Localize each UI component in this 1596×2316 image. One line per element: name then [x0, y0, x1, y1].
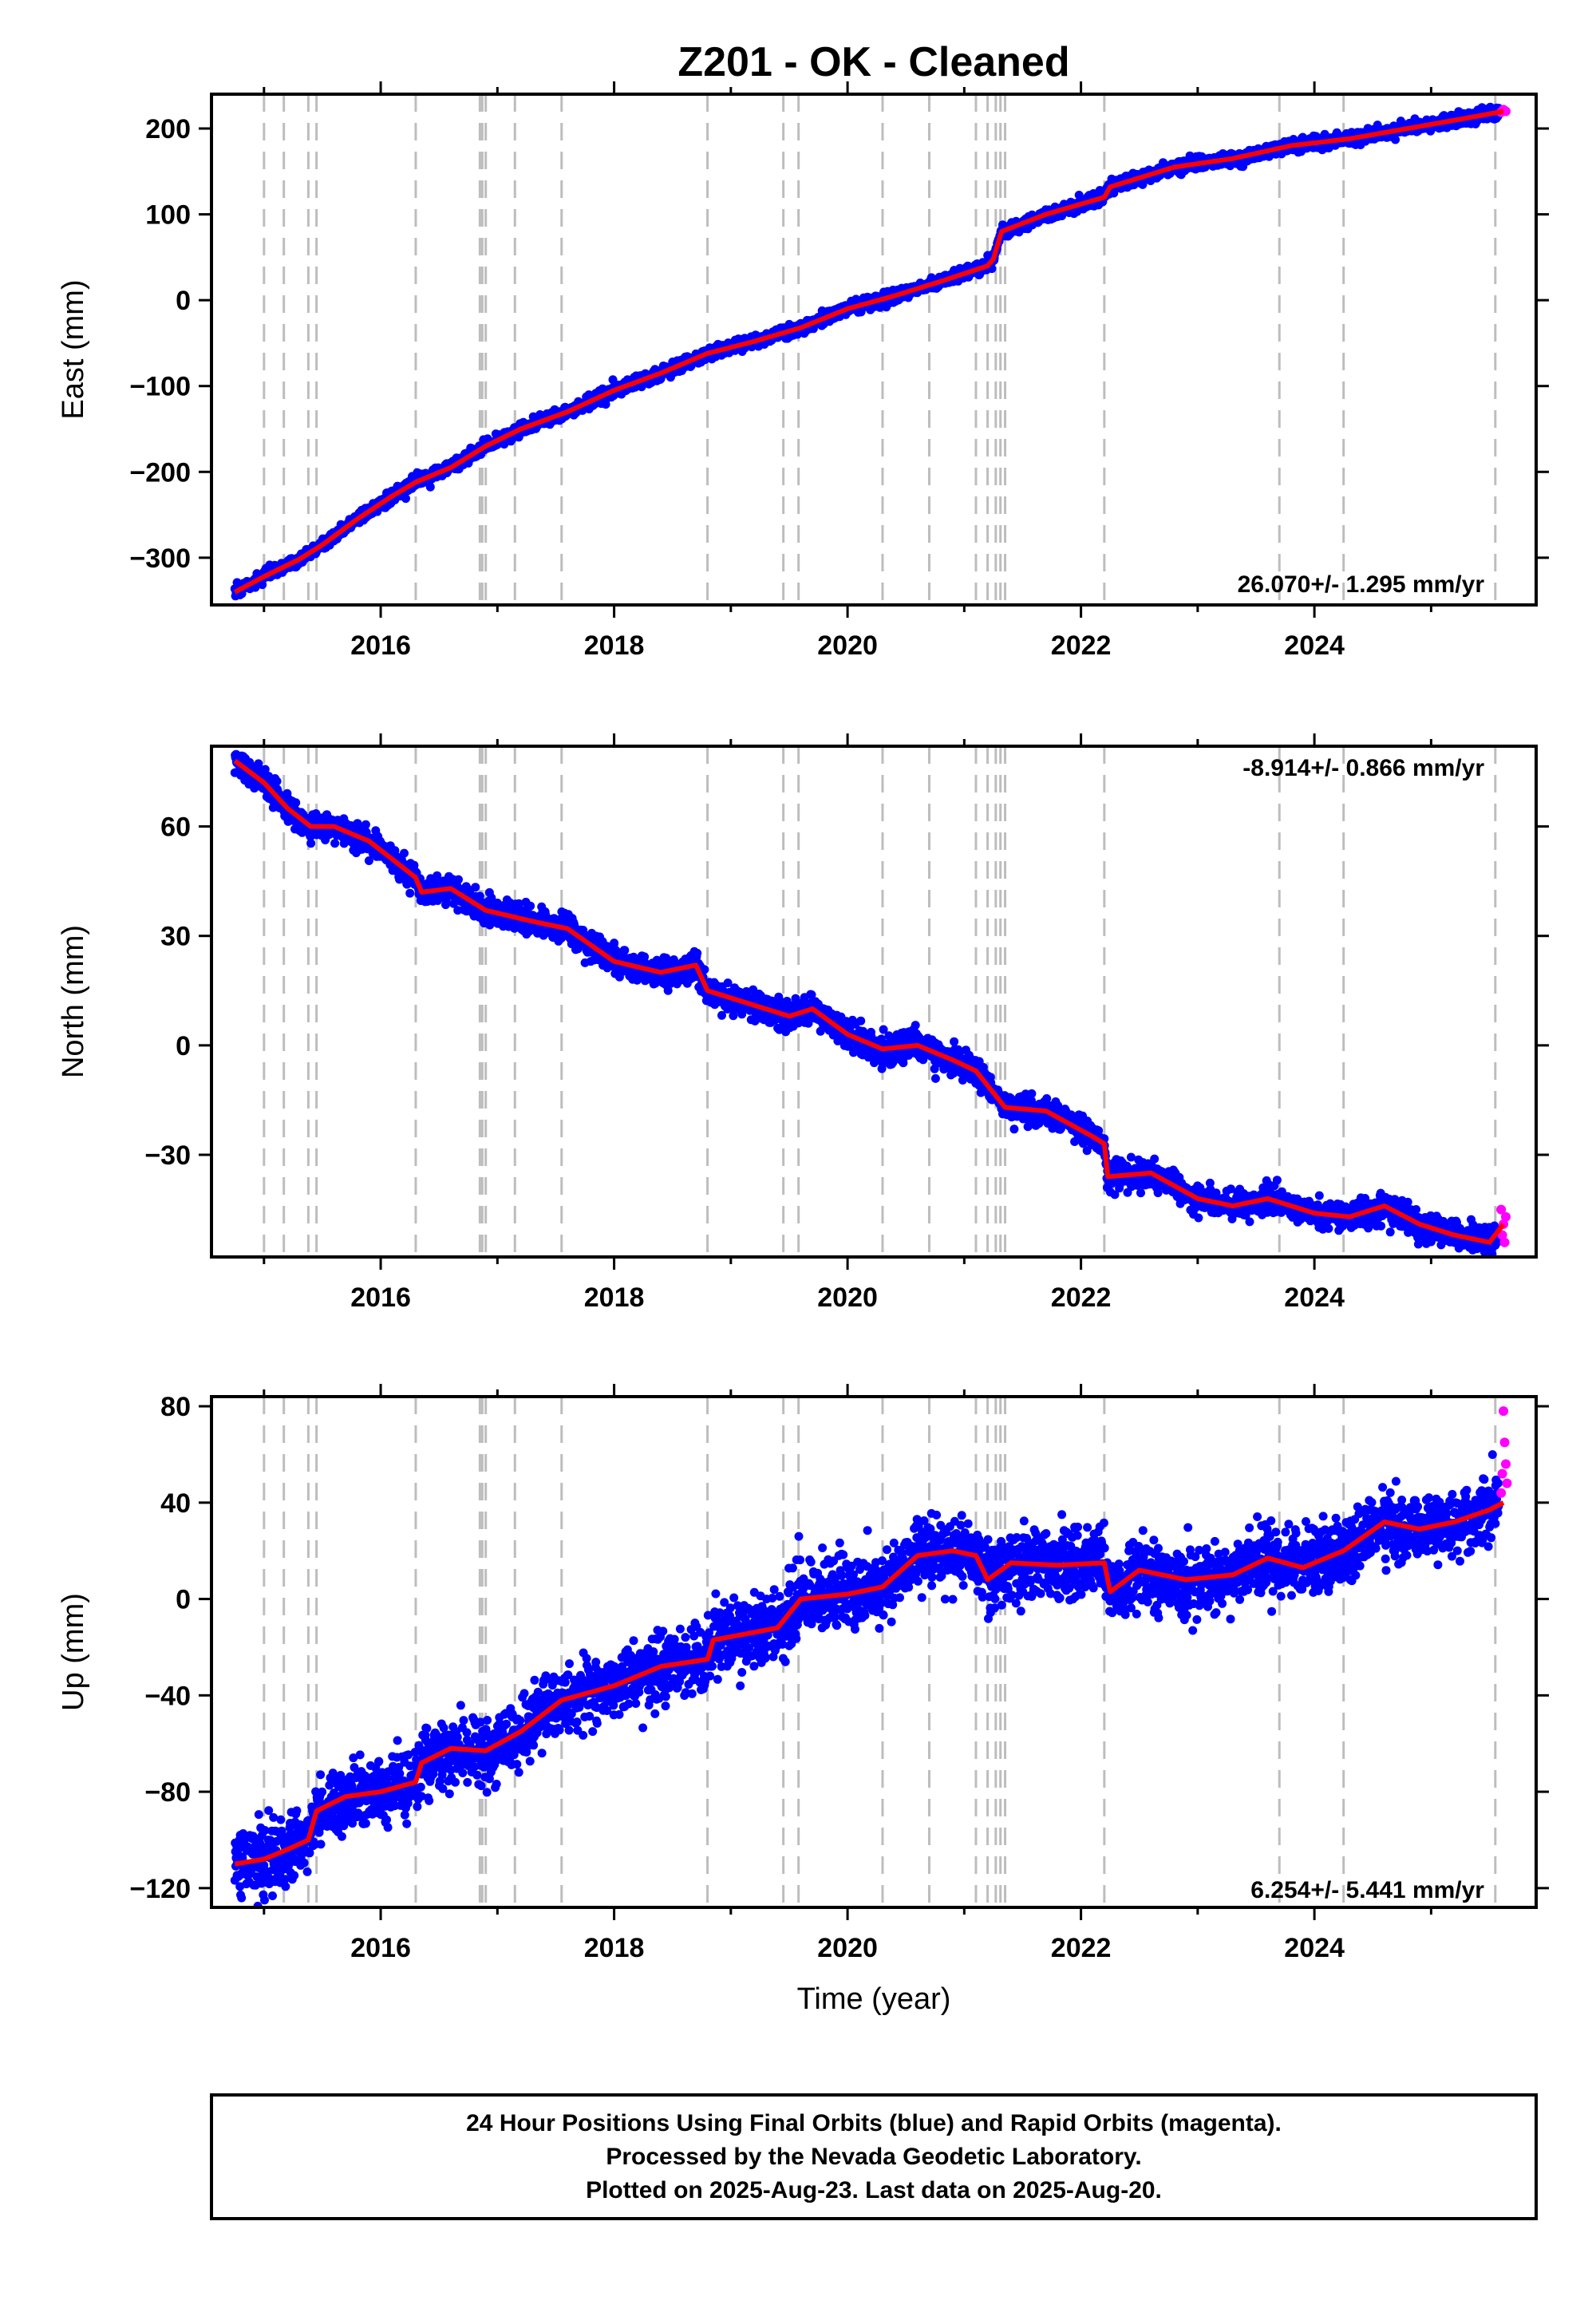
data-point: [471, 883, 480, 892]
y-tick-label: 200: [145, 114, 191, 144]
data-point: [453, 906, 463, 915]
rate-label: 26.070+/- 1.295 mm/yr: [1238, 571, 1485, 598]
y-tick-label: 100: [145, 200, 191, 231]
chart-title: Z201 - OK - Cleaned: [678, 39, 1069, 85]
data-point: [405, 888, 415, 898]
y-tick-label: −100: [129, 372, 191, 402]
x-tick-label: 2016: [350, 630, 411, 661]
x-tick-label: 2018: [584, 630, 645, 661]
data-point: [526, 901, 535, 911]
x-tick-label: 2024: [1284, 630, 1345, 661]
y-tick-label: 0: [176, 286, 191, 316]
data-point: [330, 839, 340, 848]
x-tick-label: 2022: [1051, 630, 1112, 661]
data-point: [601, 400, 610, 409]
y-tick-label: −200: [129, 457, 191, 488]
data-point: [401, 494, 410, 504]
plot-frame: [210, 93, 1538, 607]
final-orbit-points: [230, 749, 1503, 1257]
data-point: [400, 848, 409, 858]
data-point: [364, 856, 373, 865]
data-point: [425, 482, 435, 492]
east-panel: 2016 2018 2020 2022 2024 −300 −200 −100 0 100 200 E…: [57, 81, 1549, 661]
final-orbit-points: [230, 102, 1503, 601]
data-point: [1391, 135, 1400, 144]
plot-area: [230, 746, 1511, 1257]
y-tick-label: −300: [129, 543, 191, 574]
data-point: [306, 839, 316, 848]
y-axis-label: East (mm): [57, 279, 90, 419]
data-point: [485, 920, 495, 930]
model-line: [233, 109, 1504, 595]
plot-area: [230, 94, 1511, 605]
data-point: [454, 875, 463, 884]
data-point: [361, 820, 370, 829]
x-tick-label: 2020: [817, 630, 878, 661]
data-point: [272, 777, 282, 786]
data-point: [291, 798, 301, 808]
